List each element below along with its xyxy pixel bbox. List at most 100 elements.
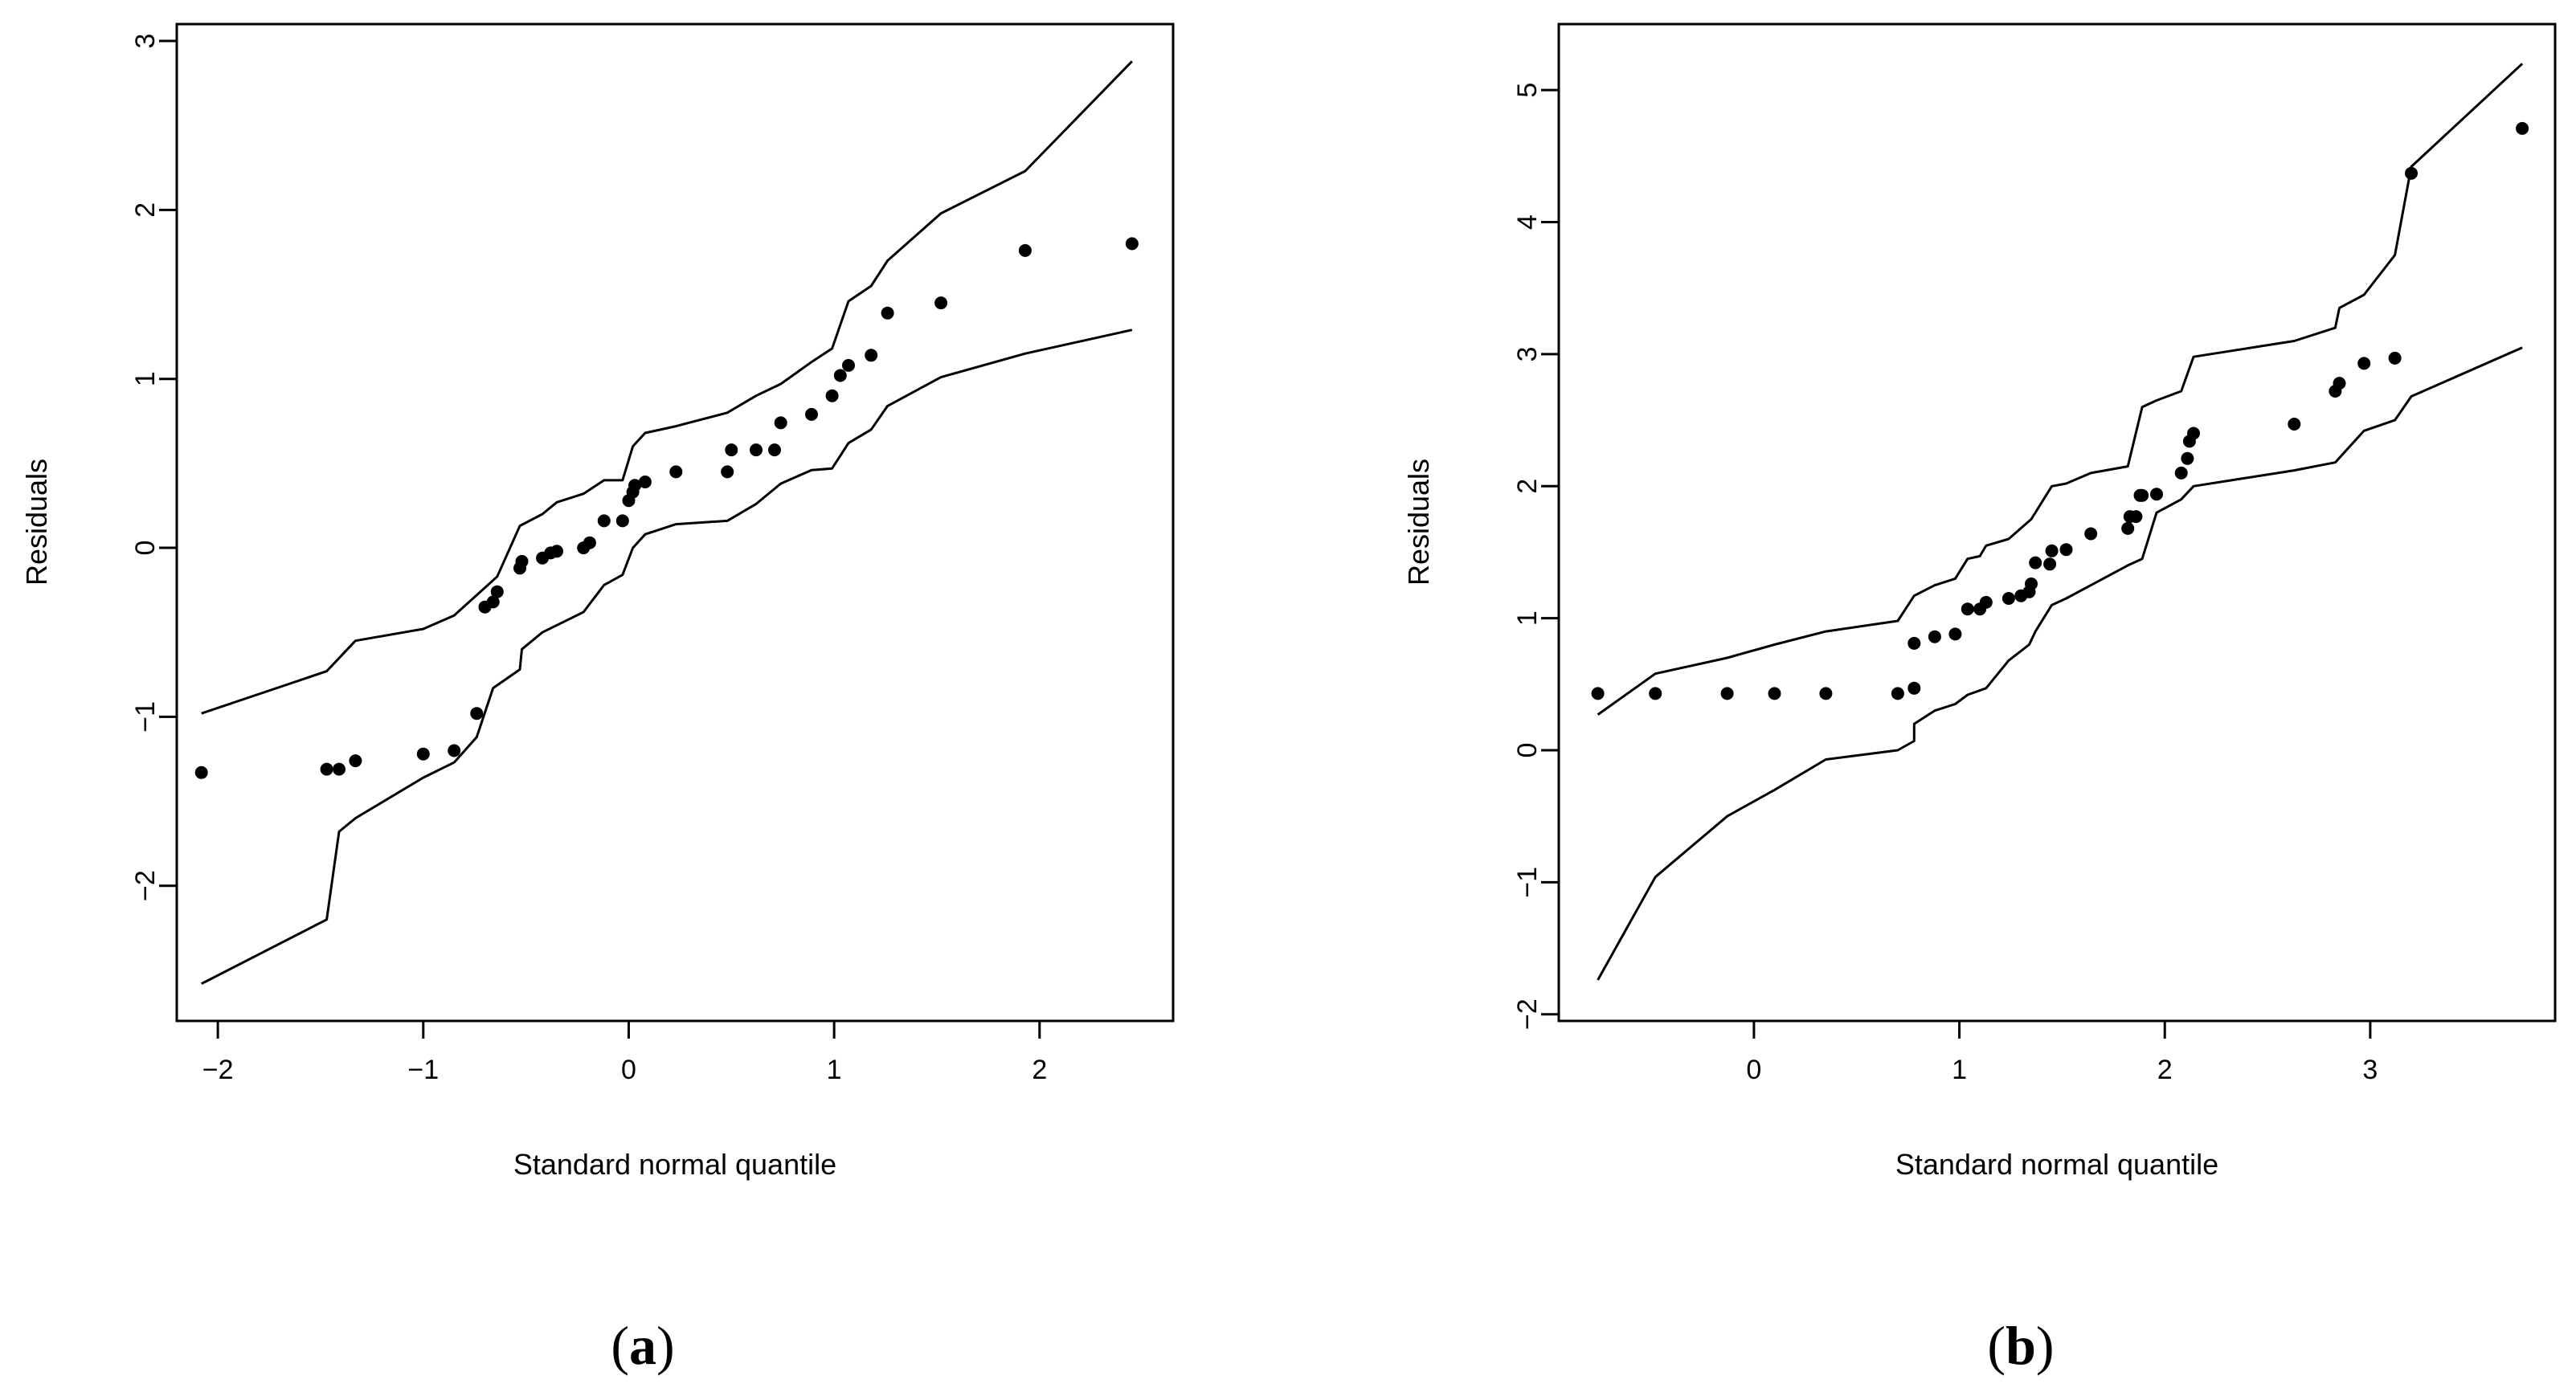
data-point (842, 358, 855, 372)
y-tick-label: 1 (130, 371, 161, 386)
data-point (349, 754, 362, 768)
upper-band-line (201, 60, 1133, 715)
x-axis-title: Standard normal quantile (513, 1148, 836, 1181)
y-tick-label: 1 (1512, 610, 1543, 626)
x-tick-label: 3 (2362, 1055, 2378, 1085)
y-tick-label: 2 (1512, 479, 1543, 494)
data-point (2333, 377, 2346, 390)
data-point (805, 407, 818, 421)
panel-label-open: ( (1987, 1315, 2006, 1376)
data-point (1125, 237, 1139, 251)
data-point (1891, 687, 1904, 700)
data-point (2121, 521, 2135, 535)
data-point (1720, 687, 1734, 700)
y-tick-label: −1 (130, 701, 161, 733)
y-axis: −2 −1 0 1 2 3 4 5 (1512, 83, 1559, 1030)
y-tick-label: 0 (1512, 743, 1543, 758)
data-point (833, 369, 847, 382)
data-point (1979, 595, 1993, 609)
x-axis: 0 1 2 3 (1746, 1019, 2378, 1085)
data-point (2388, 351, 2402, 365)
data-point (825, 389, 839, 402)
y-tick-label: −2 (130, 870, 161, 901)
data-point (721, 465, 734, 479)
data-point (1768, 687, 1781, 700)
lower-band-line (201, 329, 1133, 986)
data-point (768, 443, 781, 457)
data-points (1591, 121, 2529, 700)
data-point (550, 545, 563, 558)
data-point (333, 762, 346, 776)
data-point (490, 585, 504, 598)
panel-label-open: ( (611, 1315, 629, 1376)
panel-label-b: (b) (1987, 1315, 2054, 1376)
data-point (1591, 687, 1605, 700)
data-points (194, 237, 1139, 779)
data-point (1649, 687, 1662, 700)
x-tick-label: −2 (202, 1055, 234, 1085)
data-point (320, 762, 333, 776)
data-point (1907, 681, 1921, 695)
x-tick-label: 2 (2157, 1055, 2173, 1085)
data-point (638, 476, 652, 488)
data-point (2045, 544, 2059, 557)
y-axis-title: Residuals (20, 459, 53, 586)
data-point (615, 514, 629, 528)
data-point (583, 536, 596, 549)
qq-plot-panel-b: 0 1 2 3 −2 −1 0 1 2 3 4 5 Standard normal quantile… (1402, 22, 2557, 1376)
data-point (774, 416, 787, 430)
data-point (2405, 166, 2418, 180)
y-tick-label: 0 (130, 541, 161, 556)
x-axis: −2 −1 0 1 2 (202, 1019, 1047, 1085)
data-point (2174, 466, 2188, 480)
x-tick-label: 1 (1952, 1055, 1967, 1085)
y-tick-label: 3 (130, 34, 161, 49)
data-point (2029, 556, 2042, 569)
data-point (194, 765, 208, 779)
data-point (1907, 636, 1921, 650)
data-point (2043, 557, 2057, 571)
y-tick-label: −2 (1512, 998, 1543, 1030)
y-tick-label: 2 (130, 202, 161, 218)
y-tick-label: 3 (1512, 346, 1543, 361)
data-point (2129, 510, 2143, 524)
data-point (2150, 488, 2163, 501)
panel-label-letter: b (2006, 1315, 2036, 1376)
x-tick-label: −1 (407, 1055, 439, 1085)
data-point (2084, 527, 2098, 541)
panel-label-a: (a) (611, 1315, 674, 1376)
data-point (628, 479, 642, 492)
x-axis-title: Standard normal quantile (1895, 1148, 2218, 1181)
data-point (416, 747, 430, 761)
data-point (2136, 488, 2149, 502)
data-point (669, 465, 683, 479)
x-tick-label: 1 (827, 1055, 842, 1085)
x-tick-label: 0 (621, 1055, 636, 1085)
data-point (486, 595, 500, 609)
data-point (1928, 630, 1941, 643)
panel-label-close: ) (656, 1315, 675, 1376)
y-axis-title: Residuals (1402, 459, 1435, 586)
panel-label-letter: a (629, 1315, 656, 1376)
y-tick-label: −1 (1512, 867, 1543, 898)
data-point (2002, 592, 2015, 605)
data-point (865, 349, 878, 362)
data-point (1948, 627, 1962, 641)
confidence-bands (201, 60, 1133, 986)
upper-band-line (1597, 63, 2524, 716)
data-point (934, 296, 948, 310)
x-tick-label: 2 (1032, 1055, 1047, 1085)
data-point (2288, 418, 2301, 431)
confidence-bands (1597, 63, 2524, 981)
x-tick-label: 0 (1746, 1055, 1761, 1085)
data-point (597, 514, 611, 528)
qq-plot-panel-a: −2 −1 0 1 2 −2 −1 0 1 2 3 Standard normal quantil… (20, 22, 1175, 1376)
data-point (1961, 602, 1974, 616)
lower-band-line (1597, 346, 2523, 981)
data-point (2181, 451, 2194, 465)
data-point (1819, 687, 1833, 700)
data-point (725, 443, 738, 457)
panel-label-close: ) (2036, 1315, 2055, 1376)
data-point (750, 443, 763, 457)
